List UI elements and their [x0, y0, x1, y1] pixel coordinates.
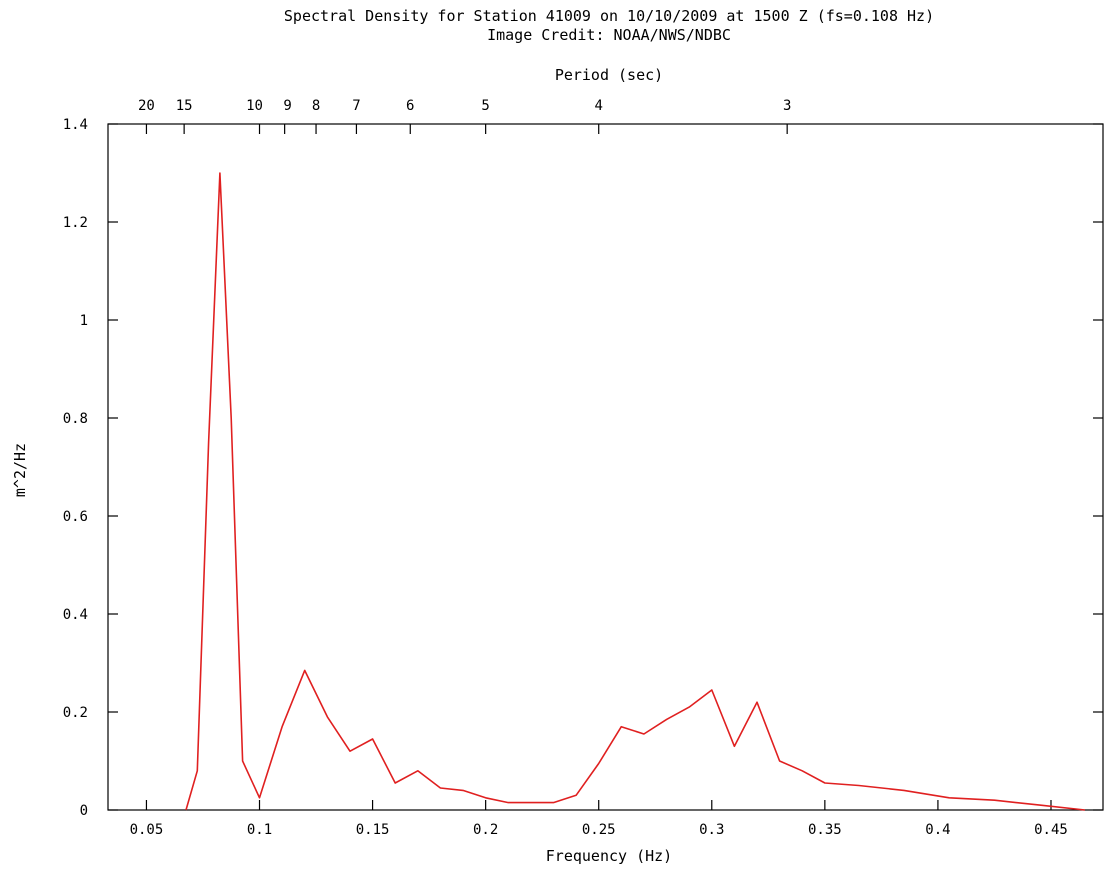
y-tick-label: 0.6 [63, 509, 88, 525]
spectral-density-line [185, 172, 1085, 811]
period-tick-label: 15 [176, 98, 193, 114]
y-tick-label: 1 [80, 313, 88, 329]
period-tick-label: 5 [481, 98, 489, 114]
period-tick-label: 6 [406, 98, 414, 114]
y-tick-label: 1.2 [63, 215, 88, 231]
x-tick-label: 0.35 [808, 822, 842, 838]
x-tick-label: 0.1 [247, 822, 272, 838]
y-axis-ticks: 0 0.2 0.4 0.6 0.8 1 1.2 1.4 [63, 117, 1103, 819]
x-axis-ticks: 0.05 0.1 0.15 0.2 0.25 0.3 0.35 0.4 0.45 [130, 800, 1068, 838]
period-axis-ticks: 20 15 10 9 8 7 6 5 4 3 [138, 98, 791, 134]
x-tick-label: 0.2 [473, 822, 498, 838]
x-tick-label: 0.4 [925, 822, 950, 838]
x-tick-label: 0.45 [1034, 822, 1068, 838]
y-tick-label: 1.4 [63, 117, 88, 133]
x-tick-label: 0.25 [582, 822, 616, 838]
series-group [185, 172, 1085, 811]
y-axis-title: m^2/Hz [11, 443, 29, 497]
x-tick-label: 0.05 [130, 822, 164, 838]
period-tick-label: 4 [594, 98, 602, 114]
x-axis-title: Frequency (Hz) [546, 847, 672, 865]
x-tick-label: 0.3 [699, 822, 724, 838]
period-axis-title: Period (sec) [555, 66, 663, 84]
chart-subtitle: Image Credit: NOAA/NWS/NDBC [487, 26, 731, 44]
period-tick-label: 3 [783, 98, 791, 114]
period-tick-label: 8 [312, 98, 320, 114]
period-tick-label: 20 [138, 98, 155, 114]
y-tick-label: 0.2 [63, 705, 88, 721]
period-tick-label: 10 [246, 98, 263, 114]
period-tick-label: 7 [352, 98, 360, 114]
y-tick-label: 0 [80, 803, 88, 819]
y-tick-label: 0.4 [63, 607, 88, 623]
chart-title: Spectral Density for Station 41009 on 10… [284, 7, 934, 25]
plot-frame [107, 123, 1104, 811]
period-tick-label: 9 [283, 98, 291, 114]
x-tick-label: 0.15 [356, 822, 390, 838]
y-tick-label: 0.8 [63, 411, 88, 427]
